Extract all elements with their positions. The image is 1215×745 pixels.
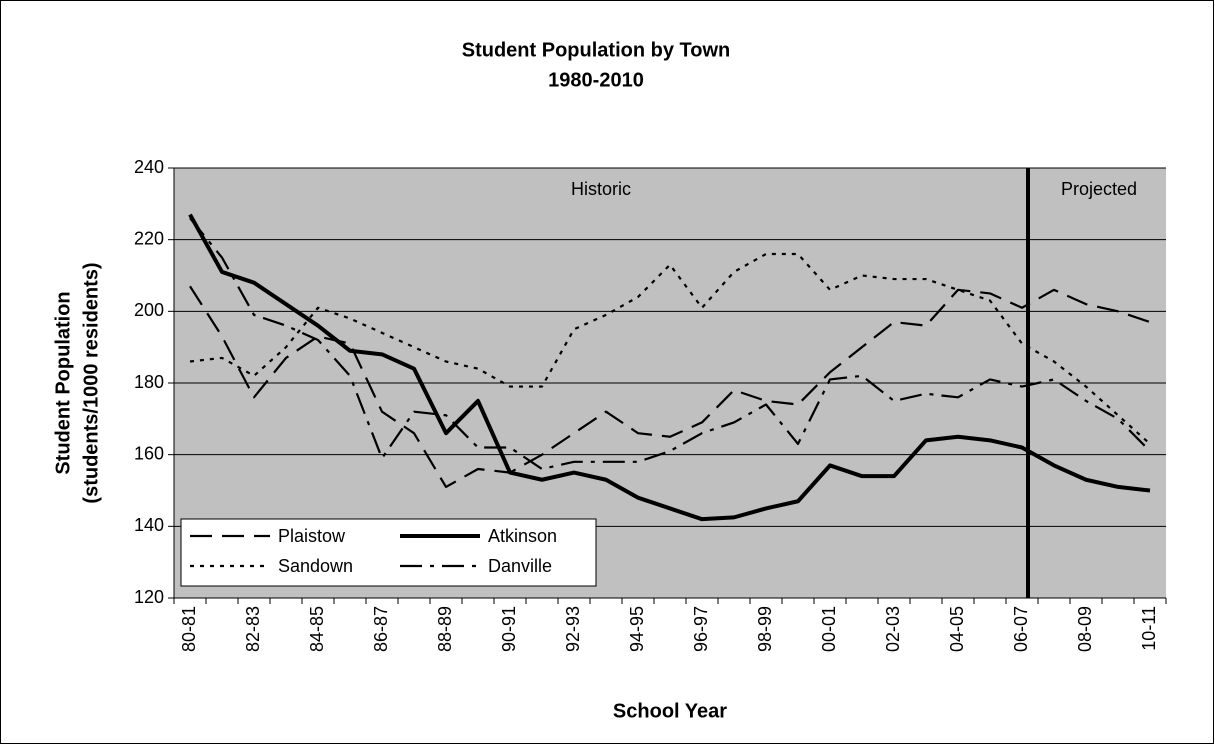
series-line xyxy=(188,213,1151,522)
x-tick-label: 98-99 xyxy=(755,606,775,652)
annotation: Historic xyxy=(571,179,631,199)
legend-label: Plaistow xyxy=(278,526,346,546)
y-tick-label: 160 xyxy=(134,443,164,463)
legend-label: Sandown xyxy=(278,556,353,576)
y-tick-label: 120 xyxy=(134,587,164,607)
legend-label: Atkinson xyxy=(488,526,557,546)
series-line xyxy=(189,217,1151,471)
x-tick-label: 96-97 xyxy=(691,606,711,652)
x-tick-label: 84-85 xyxy=(307,606,327,652)
series-line xyxy=(189,285,1151,489)
y-tick-label: 180 xyxy=(134,372,164,392)
x-tick-label: 00-01 xyxy=(819,606,839,652)
y-tick-label: 240 xyxy=(134,157,164,177)
x-tick-label: 86-87 xyxy=(371,606,391,652)
x-tick-label: 92-93 xyxy=(563,606,583,652)
legend-box xyxy=(180,518,597,587)
x-tick-label: 80-81 xyxy=(179,606,199,652)
y-axis-label: Student Population xyxy=(52,291,74,474)
annotation: Projected xyxy=(1061,179,1137,199)
series-line xyxy=(189,252,1151,445)
x-tick-label: 90-91 xyxy=(499,606,519,652)
x-tick-label: 82-83 xyxy=(243,606,263,652)
y-axis-label: (students/1000 residents) xyxy=(80,262,102,503)
x-tick-label: 94-95 xyxy=(627,606,647,652)
chart-title: Student Population by Town xyxy=(462,39,731,61)
legend-label: Danville xyxy=(488,556,552,576)
x-tick-label: 02-03 xyxy=(883,606,903,652)
x-axis-label: School Year xyxy=(613,700,727,722)
x-tick-label: 04-05 xyxy=(947,606,967,652)
y-tick-label: 220 xyxy=(134,228,164,248)
y-tick-label: 140 xyxy=(134,515,164,535)
x-tick-label: 88-89 xyxy=(435,606,455,652)
y-tick-label: 200 xyxy=(134,300,164,320)
x-tick-label: 10-11 xyxy=(1139,606,1159,651)
x-tick-label: 06-07 xyxy=(1011,606,1031,652)
chart-subtitle: 1980-2010 xyxy=(548,69,644,91)
legend: Plaistow Atkinson Sandown Danville xyxy=(180,518,597,587)
x-tick-label: 08-09 xyxy=(1075,606,1095,652)
